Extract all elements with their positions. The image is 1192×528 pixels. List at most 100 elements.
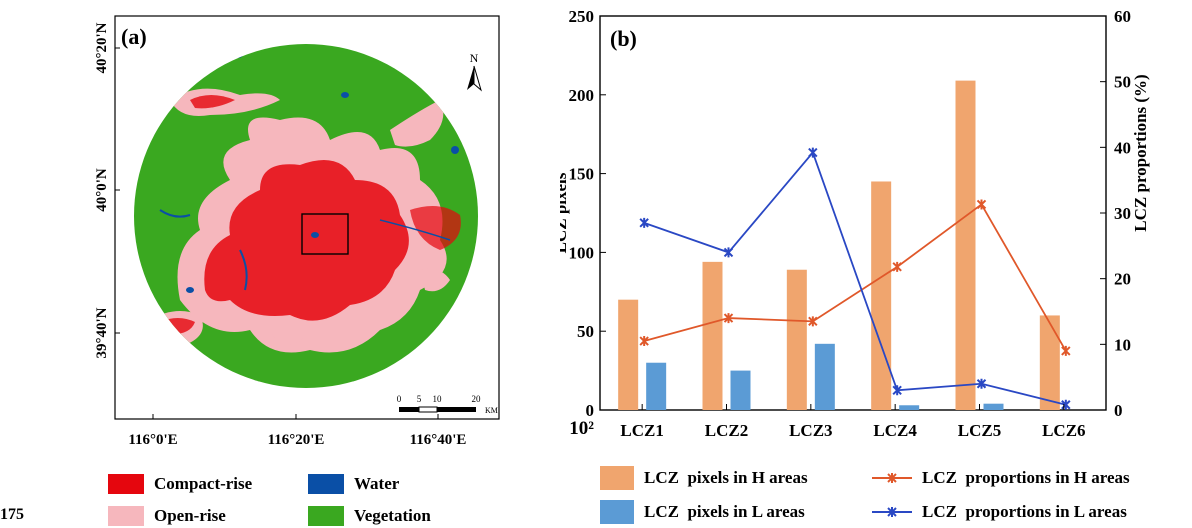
bar — [871, 181, 892, 410]
x-corner-label: 10² — [569, 418, 594, 439]
bar — [702, 261, 723, 410]
north-arrow: N — [467, 51, 482, 92]
map-panel: (a) N 0 5 10 20 KM 40°20'N 40°0'N 39°40'… — [0, 0, 560, 528]
lon-label: 116°0'E — [128, 432, 177, 448]
lon-label: 116°40'E — [410, 432, 467, 448]
bar-line-chart: 0 50 100 150 200 250 0 10 20 30 40 50 60 LCZ1 LCZ2 LCZ3… — [551, 7, 1150, 440]
bar — [730, 370, 751, 410]
data-point — [892, 385, 902, 396]
map-legend: Compact-rise Water Open-rise Vegetation — [108, 474, 468, 528]
legend-swatch — [600, 466, 634, 490]
legend-line-swatch — [872, 473, 912, 483]
corner-text: 175 — [0, 506, 24, 523]
y-right-tick-label: 0 — [1114, 401, 1123, 420]
data-point — [808, 316, 818, 327]
series-line — [643, 150, 1067, 406]
legend-item-compact-rise: Compact-rise — [108, 474, 252, 494]
map-ticks — [115, 47, 439, 419]
x-tick-label: LCZ6 — [1042, 421, 1085, 440]
point-marker — [808, 147, 818, 158]
data-point — [723, 313, 734, 324]
svg-text:KM: KM — [485, 406, 498, 415]
data-point — [639, 217, 649, 228]
svg-text:10: 10 — [433, 394, 443, 404]
y-tick-label: 50 — [577, 322, 594, 341]
legend-item-proportions-l: LCZ proportions in L areas — [872, 502, 1127, 522]
legend-swatch — [308, 474, 344, 494]
plot-border — [599, 15, 1107, 411]
x-tick-label: LCZ4 — [873, 421, 917, 440]
y-right-tick-label: 20 — [1114, 270, 1131, 289]
bar — [786, 269, 807, 410]
y-tick-label: 150 — [569, 165, 595, 184]
point-marker — [723, 313, 734, 324]
scale-bar: 0 5 10 20 KM — [397, 394, 498, 415]
y-right-tick-label: 10 — [1114, 335, 1131, 354]
y-right-tick-label: 60 — [1114, 7, 1131, 26]
legend-swatch — [600, 500, 634, 524]
svg-text:20: 20 — [472, 394, 482, 404]
point-marker — [976, 378, 987, 389]
x-tick-label: LCZ3 — [789, 421, 832, 440]
data-point — [808, 147, 818, 158]
data-point — [892, 261, 902, 272]
point-marker — [808, 316, 818, 327]
y-tick-label: 100 — [569, 243, 595, 262]
study-area-box — [301, 213, 349, 255]
lines-layer — [639, 147, 1071, 410]
y-tick-label: 250 — [569, 7, 595, 26]
x-tick-label: LCZ1 — [620, 421, 663, 440]
y-right-tick-label: 50 — [1114, 73, 1131, 92]
bars-layer — [618, 80, 1060, 410]
data-point — [1061, 399, 1071, 410]
panel-label-a: (a) — [121, 24, 147, 49]
legend-swatch — [108, 474, 144, 494]
point-marker — [639, 217, 649, 228]
bar — [955, 80, 976, 410]
plot-frame — [599, 15, 1107, 411]
point-marker — [892, 385, 902, 396]
y-right-tick-label: 30 — [1114, 204, 1131, 223]
y-right-tick-label: 40 — [1114, 138, 1131, 157]
lat-label: 39°40'N — [94, 307, 110, 358]
bar — [646, 362, 667, 410]
bar — [899, 405, 920, 410]
svg-text:5: 5 — [417, 394, 422, 404]
data-point — [976, 199, 987, 210]
chart-panel: 0 50 100 150 200 250 0 10 20 30 40 50 60 LCZ1 LCZ2 LCZ3… — [551, 0, 1192, 528]
bar — [814, 343, 835, 410]
x-tick-label: LCZ5 — [958, 421, 1001, 440]
svg-text:0: 0 — [397, 394, 402, 404]
lat-label: 40°0'N — [94, 168, 110, 212]
data-point — [1061, 345, 1071, 356]
axes-layer: 0 50 100 150 200 250 0 10 20 30 40 50 60 LCZ1 LCZ2 LCZ3… — [551, 7, 1150, 440]
legend-swatch — [108, 506, 144, 526]
series-line — [643, 203, 1067, 352]
point-marker — [1061, 345, 1071, 356]
legend-item-pixels-h: LCZ pixels in H areas — [600, 466, 808, 490]
north-label: N — [470, 51, 479, 65]
bar — [618, 299, 639, 410]
legend-item-open-rise: Open-rise — [108, 506, 226, 526]
bar — [983, 403, 1004, 410]
data-point — [976, 378, 987, 389]
legend-item-proportions-h: LCZ proportions in H areas — [872, 468, 1130, 488]
legend-item-water: Water — [308, 474, 399, 494]
bar — [1039, 315, 1060, 410]
data-point — [723, 247, 734, 258]
urban-area — [150, 52, 461, 353]
map-figure: (a) N 0 5 10 20 KM 40°20'N 40°0'N 39°40'… — [94, 15, 500, 448]
legend-item-pixels-l: LCZ pixels in L areas — [600, 500, 805, 524]
panel-label-b: (b) — [610, 26, 637, 51]
lon-labels: 116°0'E 116°20'E 116°40'E — [128, 432, 466, 448]
point-marker — [892, 261, 902, 272]
data-point — [639, 336, 649, 347]
y-tick-label: 0 — [586, 401, 595, 420]
y-right-axis-title: LCZ proportions (%) — [1131, 74, 1150, 231]
lat-labels: 40°20'N 40°0'N 39°40'N — [94, 22, 110, 358]
chart-legend: LCZ pixels in H areas LCZ pixels in L ar… — [600, 462, 1190, 528]
y-axis-title: LCZ pixels — [560, 172, 570, 253]
point-marker — [1061, 399, 1071, 410]
point-marker — [639, 336, 649, 347]
lat-label: 40°20'N — [94, 22, 110, 73]
